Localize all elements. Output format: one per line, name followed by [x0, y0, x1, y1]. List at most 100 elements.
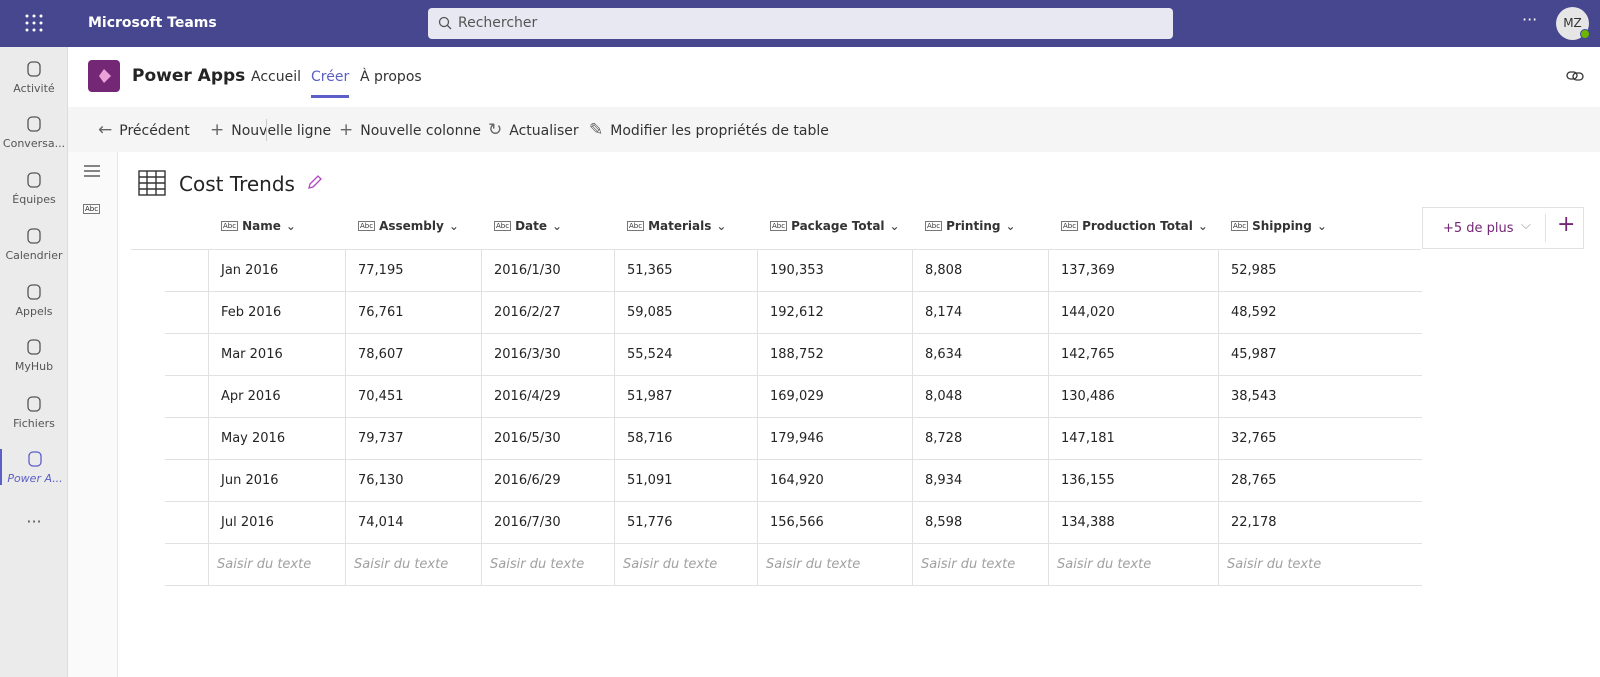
- cell[interactable]: 38,543: [1218, 376, 1422, 418]
- toolbar-button[interactable]: ← Précédent: [98, 120, 190, 140]
- toolbar-button[interactable]: + Nouvelle ligne: [210, 120, 331, 140]
- rail-item[interactable]: Activité: [0, 59, 68, 95]
- column-header[interactable]: Abc Printing ⌄: [925, 219, 1016, 233]
- column-header[interactable]: Abc Production Total ⌄: [1061, 219, 1208, 233]
- cell[interactable]: 74,014: [345, 502, 481, 544]
- cell[interactable]: 2016/4/29: [481, 376, 614, 418]
- cell[interactable]: 8,808: [912, 250, 1048, 292]
- tab[interactable]: Créer: [311, 69, 350, 98]
- cell[interactable]: 2016/7/30: [481, 502, 614, 544]
- app-launcher[interactable]: [24, 13, 44, 33]
- placeholder-cell[interactable]: Saisir du texte: [345, 544, 481, 586]
- cell[interactable]: 59,085: [614, 292, 757, 334]
- cell[interactable]: 136,155: [1048, 460, 1218, 502]
- cell[interactable]: 55,524: [614, 334, 757, 376]
- cell[interactable]: 190,353: [757, 250, 912, 292]
- cell[interactable]: 142,765: [1048, 334, 1218, 376]
- cell[interactable]: 134,388: [1048, 502, 1218, 544]
- cell[interactable]: 8,934: [912, 460, 1048, 502]
- avatar[interactable]: MZ: [1556, 7, 1589, 40]
- cell[interactable]: 45,987: [1218, 334, 1422, 376]
- cell[interactable]: 8,728: [912, 418, 1048, 460]
- toolbar-button[interactable]: + Nouvelle colonne: [339, 120, 481, 140]
- cell[interactable]: 22,178: [1218, 502, 1422, 544]
- cell[interactable]: 8,598: [912, 502, 1048, 544]
- column-header[interactable]: Abc Assembly ⌄: [358, 219, 459, 233]
- cell[interactable]: 28,765: [1218, 460, 1422, 502]
- cell[interactable]: 51,365: [614, 250, 757, 292]
- edit-title[interactable]: [307, 174, 323, 190]
- cell[interactable]: 8,634: [912, 334, 1048, 376]
- row-selector[interactable]: [165, 250, 208, 292]
- row-selector[interactable]: [165, 292, 208, 334]
- column-header[interactable]: Abc Materials ⌄: [627, 219, 726, 233]
- placeholder-cell[interactable]: Saisir du texte: [912, 544, 1048, 586]
- cell[interactable]: 2016/6/29: [481, 460, 614, 502]
- rail-item[interactable]: Conversa...: [0, 114, 68, 150]
- cell[interactable]: 147,181: [1048, 418, 1218, 460]
- placeholder-cell[interactable]: Saisir du texte: [208, 544, 345, 586]
- column-header[interactable]: Abc Name ⌄: [221, 219, 296, 233]
- column-header[interactable]: Abc Date ⌄: [494, 219, 562, 233]
- cell[interactable]: 51,776: [614, 502, 757, 544]
- cell[interactable]: 130,486: [1048, 376, 1218, 418]
- add-column[interactable]: +: [1557, 212, 1576, 237]
- cell[interactable]: 156,566: [757, 502, 912, 544]
- cell[interactable]: 192,612: [757, 292, 912, 334]
- cell[interactable]: May 2016: [208, 418, 345, 460]
- rail-item[interactable]: MyHub: [0, 337, 68, 373]
- row-selector[interactable]: [165, 502, 208, 544]
- search-box[interactable]: Rechercher: [428, 8, 1173, 39]
- placeholder-cell[interactable]: Saisir du texte: [757, 544, 912, 586]
- cell[interactable]: 48,592: [1218, 292, 1422, 334]
- rail-item[interactable]: Power A...: [0, 449, 68, 485]
- cell[interactable]: Jan 2016: [208, 250, 345, 292]
- more-columns-button[interactable]: +5 de plus: [1443, 221, 1514, 236]
- cell[interactable]: 144,020: [1048, 292, 1218, 334]
- cell[interactable]: 137,369: [1048, 250, 1218, 292]
- row-selector[interactable]: [165, 376, 208, 418]
- rail-item[interactable]: Équipes: [0, 170, 68, 206]
- cell[interactable]: 70,451: [345, 376, 481, 418]
- cell[interactable]: Jul 2016: [208, 502, 345, 544]
- cell[interactable]: 51,987: [614, 376, 757, 418]
- column-header[interactable]: Abc Shipping ⌄: [1231, 219, 1327, 233]
- row-selector[interactable]: [165, 418, 208, 460]
- cell[interactable]: 2016/2/27: [481, 292, 614, 334]
- side-abc-icon[interactable]: Abc: [83, 204, 101, 214]
- rail-item[interactable]: Fichiers: [0, 394, 68, 430]
- placeholder-cell[interactable]: Saisir du texte: [614, 544, 757, 586]
- cell[interactable]: 52,985: [1218, 250, 1422, 292]
- cell[interactable]: Feb 2016: [208, 292, 345, 334]
- more-menu[interactable]: ···: [1522, 10, 1538, 29]
- cell[interactable]: Apr 2016: [208, 376, 345, 418]
- cell[interactable]: 2016/1/30: [481, 250, 614, 292]
- cell[interactable]: Mar 2016: [208, 334, 345, 376]
- cell[interactable]: 188,752: [757, 334, 912, 376]
- cell[interactable]: 58,716: [614, 418, 757, 460]
- rail-item[interactable]: Calendrier: [0, 226, 68, 262]
- cell[interactable]: 79,737: [345, 418, 481, 460]
- cell[interactable]: 179,946: [757, 418, 912, 460]
- rail-more[interactable]: ···: [26, 512, 42, 531]
- cell[interactable]: 164,920: [757, 460, 912, 502]
- cell[interactable]: 8,174: [912, 292, 1048, 334]
- row-selector[interactable]: [165, 460, 208, 502]
- cell[interactable]: 76,130: [345, 460, 481, 502]
- placeholder-cell[interactable]: Saisir du texte: [1048, 544, 1218, 586]
- toolbar-button[interactable]: ↻ Actualiser: [488, 120, 579, 140]
- hamburger[interactable]: [83, 164, 101, 178]
- cell[interactable]: 51,091: [614, 460, 757, 502]
- row-selector[interactable]: [165, 334, 208, 376]
- cell[interactable]: 76,761: [345, 292, 481, 334]
- link-icon[interactable]: [1566, 69, 1584, 83]
- cell[interactable]: 78,607: [345, 334, 481, 376]
- placeholder-cell[interactable]: Saisir du texte: [481, 544, 614, 586]
- placeholder-cell[interactable]: Saisir du texte: [1218, 544, 1422, 586]
- cell[interactable]: 2016/5/30: [481, 418, 614, 460]
- cell[interactable]: Jun 2016: [208, 460, 345, 502]
- cell[interactable]: 8,048: [912, 376, 1048, 418]
- column-header[interactable]: Abc Package Total ⌄: [770, 219, 900, 233]
- rail-item[interactable]: Appels: [0, 282, 68, 318]
- tab[interactable]: À propos: [360, 69, 422, 85]
